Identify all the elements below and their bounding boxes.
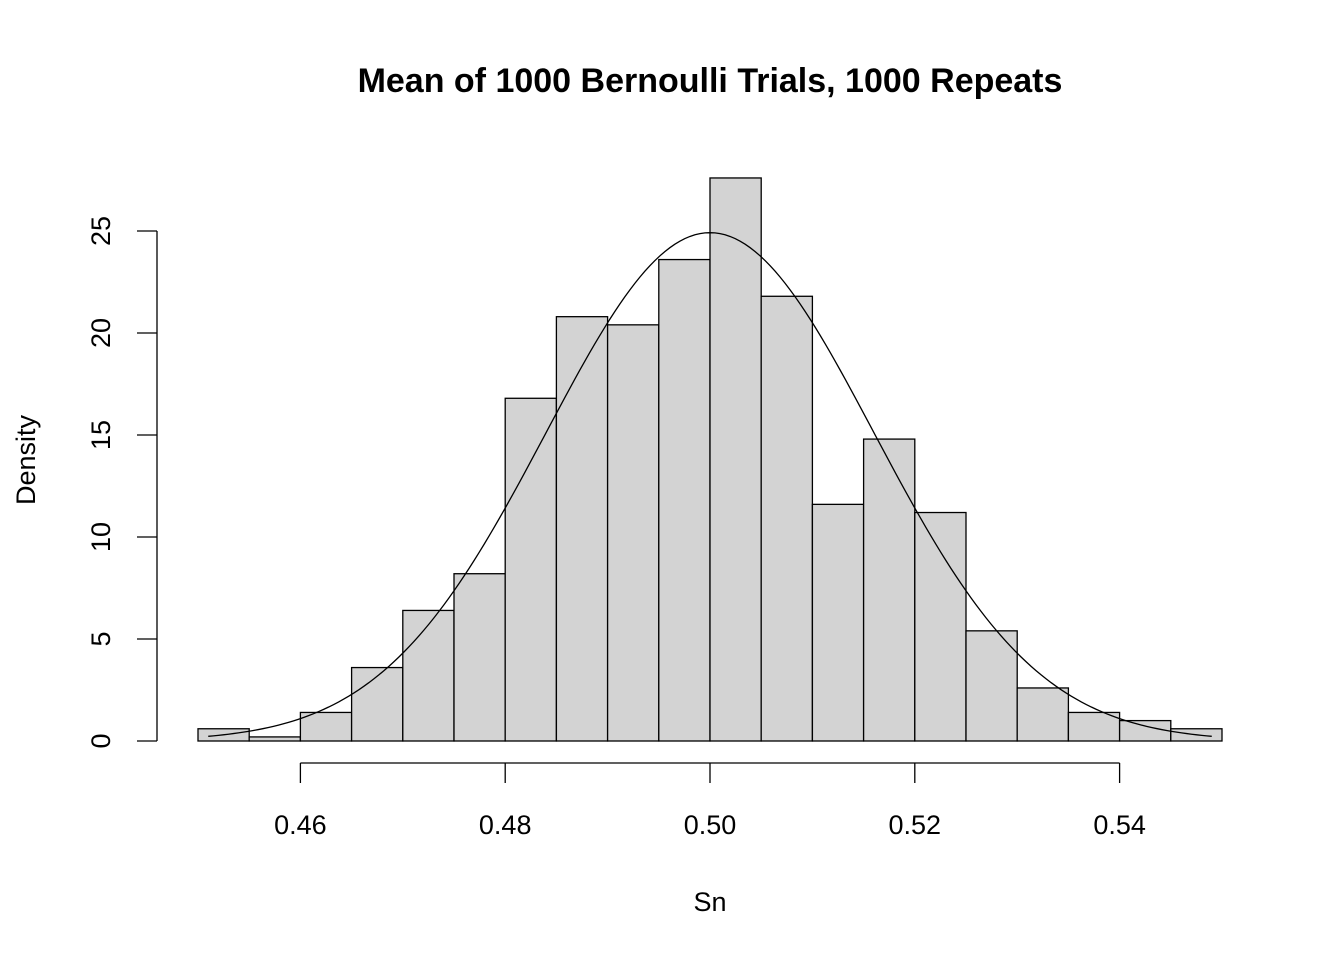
x-tick-label-2: 0.48 bbox=[479, 810, 532, 840]
density-curve bbox=[208, 232, 1212, 737]
histogram-bar-4 bbox=[350, 666, 404, 742]
histogram-bar-3 bbox=[299, 711, 353, 742]
x-tick-label-1: 0.46 bbox=[274, 810, 327, 840]
histogram-bar-9 bbox=[606, 324, 660, 742]
histogram-bar-19 bbox=[1118, 719, 1172, 742]
histogram-bar-15 bbox=[914, 511, 967, 742]
y-tick-label-3: 10 bbox=[86, 522, 116, 552]
y-axis: 0 5 10 15 20 25 bbox=[86, 216, 158, 749]
histogram-bar-7 bbox=[504, 397, 558, 742]
histogram-bar-10 bbox=[658, 258, 711, 742]
y-tick-label-2: 5 bbox=[86, 631, 116, 646]
y-tick-label-1: 0 bbox=[86, 733, 116, 748]
y-tick-label-4: 15 bbox=[86, 420, 116, 450]
histogram-bar-16 bbox=[965, 630, 1018, 742]
histogram-bar-8 bbox=[555, 316, 609, 742]
histogram-bar-18 bbox=[1067, 711, 1121, 742]
histogram-bar-17 bbox=[1016, 687, 1070, 742]
histogram-bar-6 bbox=[453, 573, 506, 742]
x-tick-label-3: 0.50 bbox=[684, 810, 737, 840]
histogram-bar-2 bbox=[248, 736, 302, 742]
histogram-bar-14 bbox=[862, 438, 916, 742]
chart-title: Mean of 1000 Bernoulli Trials, 1000 Repe… bbox=[358, 62, 1063, 100]
histogram-bar-5 bbox=[402, 609, 455, 742]
histogram-bar-11 bbox=[709, 177, 762, 742]
histogram-bar-12 bbox=[760, 295, 814, 742]
x-tick-label-4: 0.52 bbox=[889, 810, 942, 840]
y-axis-label: Density bbox=[11, 414, 41, 505]
y-tick-label-6: 25 bbox=[86, 216, 116, 246]
histogram-bars bbox=[197, 177, 1223, 742]
x-axis: 0.46 0.48 0.50 0.52 0.54 bbox=[274, 762, 1146, 840]
y-tick-label-5: 20 bbox=[86, 318, 116, 348]
histogram-bar-13 bbox=[811, 503, 865, 742]
x-tick-label-5: 0.54 bbox=[1093, 810, 1146, 840]
x-axis-label: Sn bbox=[693, 887, 726, 917]
